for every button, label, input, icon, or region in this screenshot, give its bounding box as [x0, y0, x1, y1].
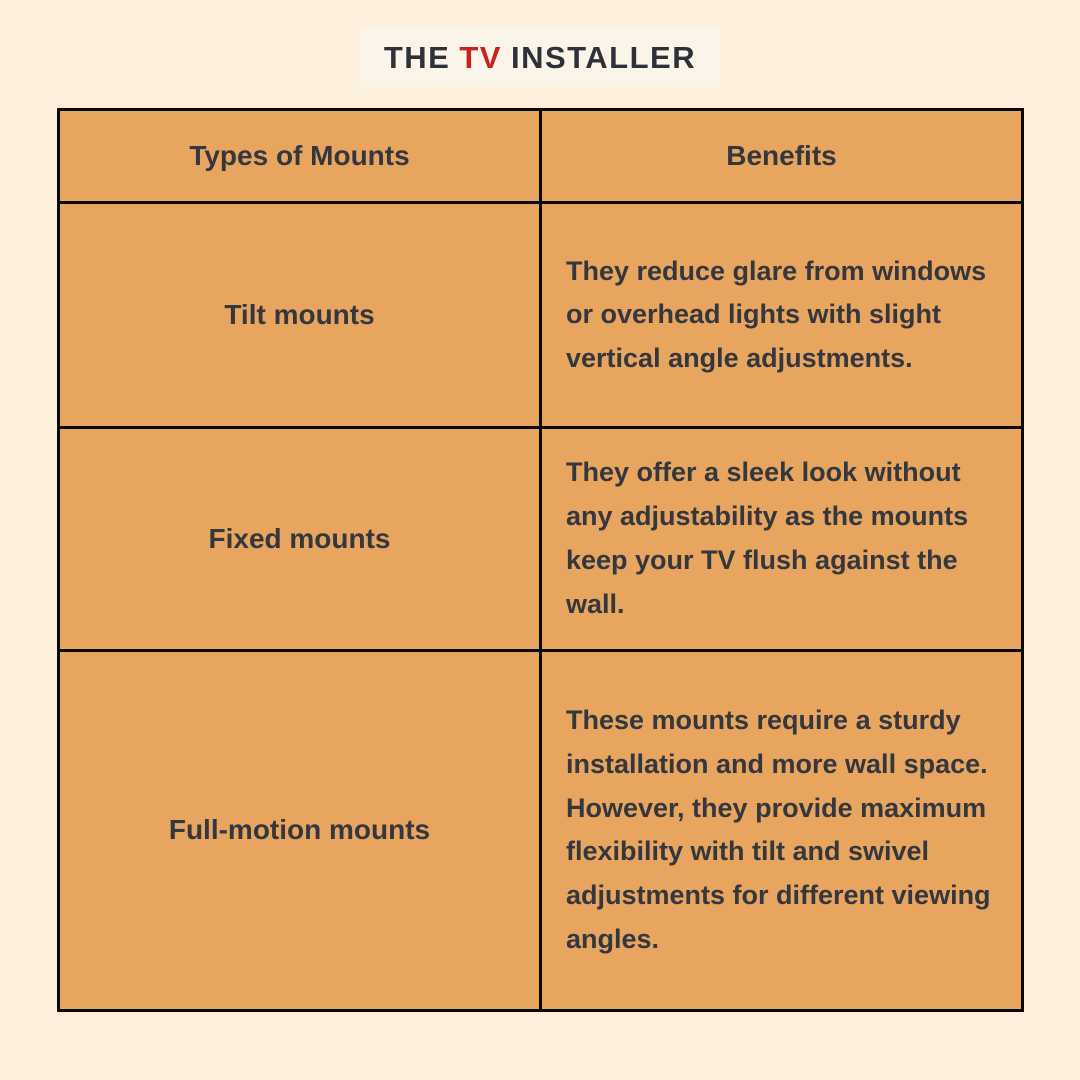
logo-word-installer: INSTALLER: [510, 40, 697, 75]
mount-benefit-text: They reduce glare from windows or overhe…: [539, 200, 1024, 430]
brand-logo: THE TV INSTALLER: [359, 28, 721, 87]
table-row: Fixed mounts They offer a sleek look wit…: [57, 426, 1024, 652]
logo-word-the: THE: [383, 40, 451, 75]
logo-container: THE TV INSTALLER: [0, 28, 1080, 87]
header-types-of-mounts: Types of Mounts: [57, 108, 542, 204]
logo-word-tv: TV: [459, 40, 502, 75]
table-header-row: Types of Mounts Benefits: [57, 108, 1024, 204]
mount-type-label: Fixed mounts: [57, 426, 542, 652]
table-row: Tilt mounts They reduce glare from windo…: [57, 200, 1024, 430]
table-row: Full-motion mounts These mounts require …: [57, 648, 1024, 1013]
mounts-benefits-table: Types of Mounts Benefits Tilt mounts The…: [57, 108, 1024, 1013]
header-benefits: Benefits: [539, 108, 1024, 204]
mount-benefit-text: They offer a sleek look without any adju…: [539, 426, 1024, 652]
mount-type-label: Full-motion mounts: [57, 648, 542, 1013]
mount-type-label: Tilt mounts: [57, 200, 542, 430]
mount-benefit-text: These mounts require a sturdy installati…: [539, 648, 1024, 1013]
